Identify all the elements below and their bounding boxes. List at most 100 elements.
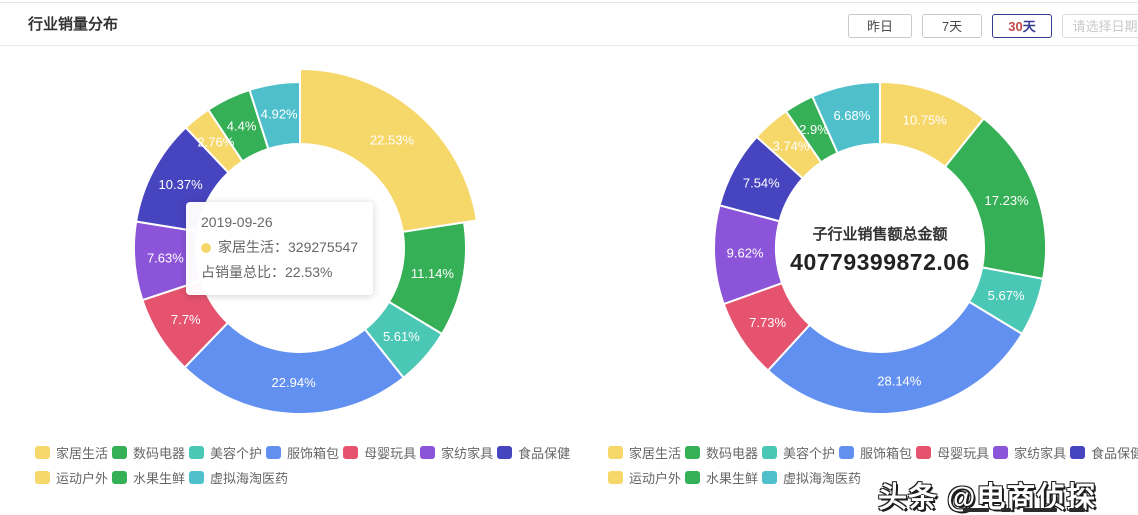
legend-item-服饰箱包[interactable]: 服饰箱包 xyxy=(266,443,339,462)
legend-swatch-icon xyxy=(608,446,623,459)
legend-item-label: 美容个护 xyxy=(783,446,836,461)
legend-swatch-icon xyxy=(608,471,623,484)
legend-item-水果生鲜[interactable]: 水果生鲜 xyxy=(112,468,185,487)
legend-item-服饰箱包[interactable]: 服饰箱包 xyxy=(839,443,912,462)
legend-item-母婴玩具[interactable]: 母婴玩具 xyxy=(343,443,416,462)
slice-percent-label: 2.76% xyxy=(197,134,234,149)
legend-item-label: 母婴玩具 xyxy=(364,446,417,461)
legend-swatch-icon xyxy=(916,446,932,459)
legend-swatch-icon xyxy=(189,446,205,459)
range-button-yesterday[interactable]: 昨日 xyxy=(848,14,912,38)
slice-percent-label: 5.61% xyxy=(383,329,420,344)
legend-item-美容个护[interactable]: 美容个护 xyxy=(762,443,835,462)
right-chart-legend: 家居生活 数码电器 美容个护 服饰箱包 母婴玩具 家纺家具 食品保健运动户外 水果生鲜 虚拟海淘… xyxy=(608,444,1138,494)
slice-percent-label: 7.63% xyxy=(147,251,184,266)
legend-item-运动户外[interactable]: 运动户外 xyxy=(608,468,681,487)
legend-swatch-icon xyxy=(343,446,359,459)
slice-percent-label: 10.37% xyxy=(159,177,204,192)
legend-item-label: 食品保健 xyxy=(1091,446,1138,461)
legend-item-label: 虚拟海淘医药 xyxy=(210,471,289,486)
legend-item-母婴玩具[interactable]: 母婴玩具 xyxy=(916,443,989,462)
legend-swatch-icon xyxy=(112,471,128,484)
tooltip-series-line: 家居生活：329275547 xyxy=(201,235,358,260)
legend-item-家居生活[interactable]: 家居生活 xyxy=(608,443,681,462)
slice-percent-label: 5.67% xyxy=(988,288,1025,303)
slice-percent-label: 9.62% xyxy=(727,246,764,261)
slice-percent-label: 7.54% xyxy=(743,176,780,191)
legend-row: 运动户外 水果生鲜 虚拟海淘医药 xyxy=(608,469,1138,486)
legend-item-水果生鲜[interactable]: 水果生鲜 xyxy=(685,468,758,487)
slice-percent-label: 6.68% xyxy=(833,108,870,123)
legend-item-数码电器[interactable]: 数码电器 xyxy=(685,443,758,462)
legend-swatch-icon xyxy=(762,446,778,459)
date-picker-button[interactable]: 请选择日期 xyxy=(1062,14,1138,38)
legend-item-食品保健[interactable]: 食品保健 xyxy=(497,443,570,462)
pie-slice-虚拟海淘医药[interactable] xyxy=(811,80,881,155)
pie-slice-家居生活[interactable] xyxy=(299,67,478,234)
date-range-buttons: 昨日 7天 30天 请选择日期 xyxy=(848,14,1138,38)
tooltip-share-line: 占销量总比：22.53% xyxy=(201,264,333,280)
range-button-7days[interactable]: 7天 xyxy=(922,14,982,38)
clipped-text-fragment xyxy=(963,508,1085,512)
legend-item-label: 运动户外 xyxy=(56,471,109,486)
legend-swatch-icon xyxy=(993,446,1009,459)
legend-item-label: 食品保健 xyxy=(518,446,571,461)
pie-slice-服饰箱包[interactable] xyxy=(183,321,405,415)
slice-percent-label: 22.53% xyxy=(370,133,415,148)
left-chart-legend: 家居生活 数码电器 美容个护 服饰箱包 母婴玩具 家纺家具 食品保健运动户外 水果生鲜 虚拟海淘… xyxy=(35,444,574,494)
legend-swatch-icon xyxy=(35,446,50,459)
left-donut-chart: 22.53% 11.14% 5.61% 22.94% 7.7% 7.63% 10.37% 2.… xyxy=(0,56,570,443)
legend-item-label: 水果生鲜 xyxy=(706,471,759,486)
range-button-30days[interactable]: 30天 xyxy=(992,14,1052,38)
legend-swatch-icon xyxy=(420,446,436,459)
slice-percent-label: 4.4% xyxy=(227,118,257,133)
top-hairline xyxy=(0,2,1138,3)
legend-swatch-icon xyxy=(1070,446,1086,459)
right-donut-chart: 10.75% 17.23% 5.67% 28.14% 7.73% 9.62% 7.54% 3.… xyxy=(570,56,1138,443)
series-color-dot-icon xyxy=(201,243,211,253)
legend-item-label: 服饰箱包 xyxy=(860,446,913,461)
legend-item-label: 家居生活 xyxy=(56,446,109,461)
legend-item-label: 家居生活 xyxy=(629,446,682,461)
legend-item-label: 虚拟海淘医药 xyxy=(783,471,862,486)
legend-item-家居生活[interactable]: 家居生活 xyxy=(35,443,108,462)
center-total-value: 40779399872.06 xyxy=(790,249,970,275)
legend-row: 家居生活 数码电器 美容个护 服饰箱包 母婴玩具 家纺家具 食品保健 xyxy=(608,444,1138,461)
legend-swatch-icon xyxy=(685,446,701,459)
legend-item-食品保健[interactable]: 食品保健 xyxy=(1070,443,1138,462)
legend-swatch-icon xyxy=(685,471,701,484)
pie-slice-服饰箱包[interactable] xyxy=(766,300,1024,415)
legend-item-运动户外[interactable]: 运动户外 xyxy=(35,468,108,487)
header-divider xyxy=(0,45,1138,46)
legend-row: 家居生活 数码电器 美容个护 服饰箱包 母婴玩具 家纺家具 食品保健 xyxy=(35,444,574,461)
legend-item-label: 数码电器 xyxy=(706,446,759,461)
slice-percent-label: 28.14% xyxy=(877,374,922,389)
page-title: 行业销量分布 xyxy=(28,16,119,33)
legend-item-label: 服饰箱包 xyxy=(287,446,340,461)
legend-swatch-icon xyxy=(112,446,128,459)
right-chart-center-text: 子行业销售额总金额 40779399872.06 xyxy=(768,223,992,276)
legend-item-家纺家具[interactable]: 家纺家具 xyxy=(993,443,1066,462)
chart-tooltip: 2019-09-26 家居生活：329275547 占销量总比：22.53% xyxy=(186,202,374,295)
pie-slice-虚拟海淘医药[interactable] xyxy=(248,80,301,151)
slice-percent-label: 10.75% xyxy=(903,113,948,128)
legend-item-数码电器[interactable]: 数码电器 xyxy=(112,443,185,462)
range-button-30days-number: 30 xyxy=(1008,18,1023,34)
legend-item-美容个护[interactable]: 美容个护 xyxy=(189,443,262,462)
legend-item-家纺家具[interactable]: 家纺家具 xyxy=(420,443,493,462)
legend-swatch-icon xyxy=(35,471,50,484)
slice-percent-label: 4.92% xyxy=(261,107,298,122)
legend-swatch-icon xyxy=(497,446,513,459)
legend-swatch-icon xyxy=(189,471,205,484)
slice-percent-label: 22.94% xyxy=(272,375,317,390)
legend-item-虚拟海淘医药[interactable]: 虚拟海淘医药 xyxy=(762,468,861,487)
tooltip-separator: ： xyxy=(274,239,288,255)
legend-item-label: 数码电器 xyxy=(133,446,186,461)
legend-item-label: 美容个护 xyxy=(210,446,263,461)
center-total-title: 子行业销售额总金额 xyxy=(812,226,948,243)
legend-item-label: 母婴玩具 xyxy=(937,446,990,461)
slice-percent-label: 11.14% xyxy=(411,266,455,281)
legend-item-虚拟海淘医药[interactable]: 虚拟海淘医药 xyxy=(189,468,288,487)
tooltip-series-name: 家居生活 xyxy=(218,239,274,255)
legend-item-label: 家纺家具 xyxy=(1014,446,1067,461)
